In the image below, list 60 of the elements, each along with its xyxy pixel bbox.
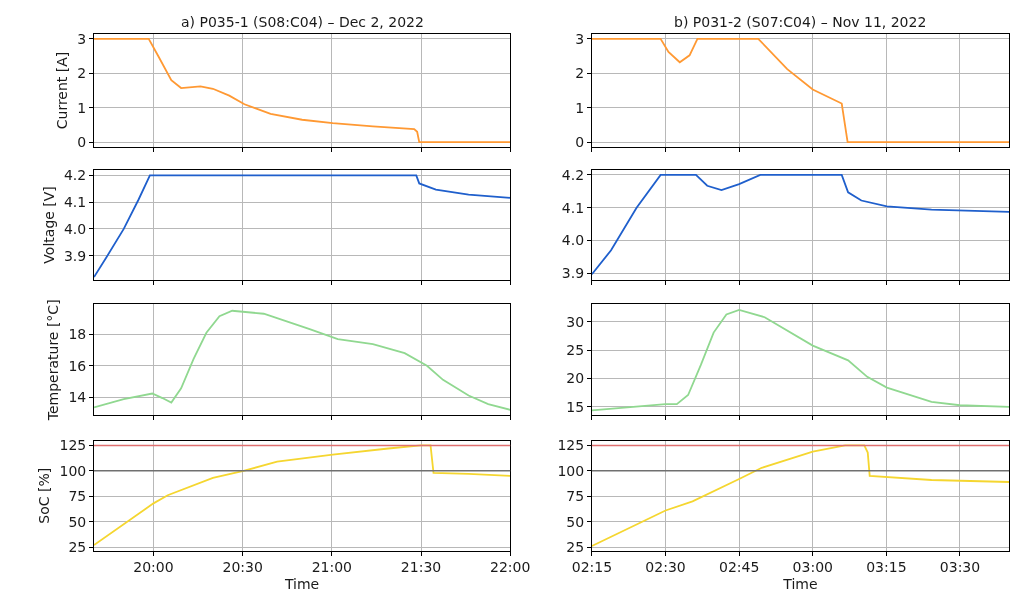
y-tick-label: 4.1 [63, 194, 87, 211]
y-tick-label: 14 [68, 389, 87, 406]
y-tick-label: 125 [59, 437, 87, 454]
y-axis-title: Voltage [V] [40, 186, 57, 264]
x-tick-label: 02:45 [718, 559, 760, 576]
y-tick-label: 4.2 [63, 167, 87, 184]
y-tick-label: 50 [566, 513, 585, 530]
line-series [591, 174, 1010, 276]
y-tick-label: 3.9 [63, 247, 87, 264]
chart-title: a) P035-1 (S08:C04) – Dec 2, 2022 [181, 14, 424, 30]
line-series [94, 309, 511, 411]
y-tick-label: 4.1 [561, 199, 585, 216]
y-tick-label: 0 [575, 134, 585, 151]
y-tick-label: 2 [575, 65, 585, 82]
x-tick-label: 20:30 [222, 559, 263, 576]
x-tick-label: 03:15 [866, 559, 907, 576]
y-tick-label: 15 [566, 398, 585, 415]
x-tick-label: 03:30 [939, 559, 981, 576]
line-series [591, 37, 1010, 144]
y-tick-label: 100 [557, 462, 585, 479]
x-tick-label: 20:00 [133, 559, 174, 576]
y-tick-label: 30 [566, 313, 585, 330]
line-series [591, 308, 1010, 412]
y-tick-label: 1 [575, 99, 585, 116]
y-tick-label: 25 [566, 538, 585, 555]
y-tick-label: 25 [68, 538, 87, 555]
y-tick-label: 3.9 [561, 265, 585, 282]
x-axis-title: Time [782, 575, 818, 592]
x-tick-label: 03:00 [792, 559, 833, 576]
y-tick-label: 16 [68, 357, 87, 374]
line-series [94, 37, 511, 144]
y-axis-title: Current [A] [53, 51, 70, 130]
y-axis-title: Temperature [°C] [44, 299, 61, 422]
line-series [94, 444, 511, 546]
x-tick-label: 21:30 [400, 559, 442, 576]
x-axis-title: Time [283, 575, 320, 592]
y-tick-label: 100 [59, 462, 87, 479]
x-tick-label: 02:30 [645, 559, 686, 576]
y-tick-label: 2 [77, 65, 87, 82]
y-tick-label: 20 [566, 370, 585, 387]
y-tick-label: 1 [77, 99, 87, 116]
y-tick-label: 4.0 [561, 232, 585, 249]
y-tick-label: 3 [575, 30, 585, 47]
y-tick-label: 125 [557, 437, 585, 454]
y-tick-label: 50 [68, 513, 87, 530]
y-tick-label: 75 [566, 488, 585, 505]
y-tick-label: 18 [68, 326, 87, 343]
y-tick-label: 3 [77, 30, 87, 47]
y-tick-label: 4.0 [63, 220, 87, 237]
line-series [591, 444, 1010, 547]
x-tick-label: 02:15 [571, 559, 613, 576]
y-tick-label: 75 [68, 488, 87, 505]
y-tick-label: 25 [566, 342, 585, 359]
x-tick-label: 21:00 [311, 559, 353, 576]
y-tick-label: 4.2 [561, 166, 585, 183]
chart-title: b) P031-2 (S07:C04) – Nov 11, 2022 [674, 14, 927, 30]
y-axis-title: SoC [%] [36, 467, 53, 524]
line-series [94, 174, 511, 278]
y-tick-label: 0 [77, 134, 87, 151]
x-tick-label: 22:00 [490, 559, 531, 576]
